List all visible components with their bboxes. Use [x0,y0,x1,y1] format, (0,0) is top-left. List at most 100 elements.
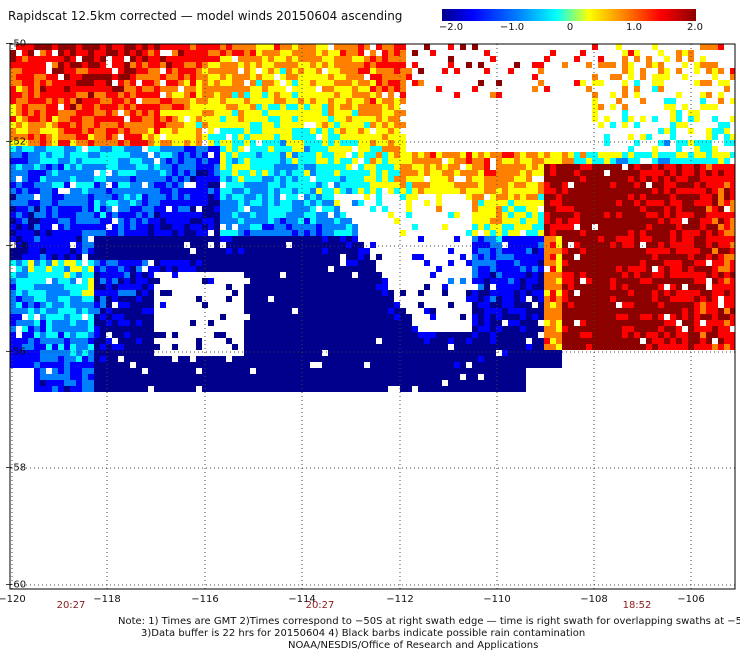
wind-pixel [94,320,100,326]
wind-pixel [148,302,154,308]
wind-pixel [538,194,544,200]
wind-pixel [184,230,190,236]
wind-pixel [46,134,52,140]
wind-pixel [88,92,94,98]
wind-pixel [598,296,604,302]
wind-pixel [466,344,472,350]
wind-pixel [610,200,616,206]
wind-pixel [400,176,406,182]
wind-pixel [532,230,538,236]
wind-pixel [118,332,124,338]
wind-pixel [496,152,502,158]
wind-pixel [394,308,400,314]
wind-pixel [712,314,718,320]
wind-pixel [16,260,22,266]
wind-pixel [232,68,238,74]
wind-pixel [262,188,268,194]
wind-pixel [286,92,292,98]
wind-pixel [652,176,658,182]
wind-pixel [118,224,124,230]
wind-pixel [394,134,400,140]
wind-pixel [262,254,268,260]
wind-pixel [640,206,646,212]
wind-pixel [10,314,16,320]
wind-pixel [232,242,238,248]
wind-pixel [640,68,646,74]
wind-pixel [616,218,622,224]
wind-pixel [208,44,214,50]
wind-pixel [322,98,328,104]
wind-pixel [664,158,670,164]
wind-pixel [274,140,280,146]
wind-pixel [226,260,232,266]
wind-pixel [196,74,202,80]
wind-pixel [346,326,352,332]
wind-pixel [322,242,328,248]
wind-pixel [148,86,154,92]
wind-pixel [106,248,112,254]
wind-pixel [82,356,88,362]
wind-pixel [592,266,598,272]
wind-pixel [568,284,574,290]
wind-pixel [352,266,358,272]
wind-pixel [232,254,238,260]
wind-pixel [244,122,250,128]
wind-pixel [706,176,712,182]
wind-pixel [394,116,400,122]
wind-pixel [394,86,400,92]
wind-pixel [232,212,238,218]
wind-pixel [256,344,262,350]
wind-pixel [208,278,214,284]
wind-pixel [16,212,22,218]
wind-pixel [154,224,160,230]
wind-pixel [22,344,28,350]
wind-pixel [718,206,724,212]
wind-pixel [262,122,268,128]
wind-pixel [622,68,628,74]
wind-pixel [262,86,268,92]
wind-pixel [538,284,544,290]
wind-pixel [112,320,118,326]
wind-pixel [232,164,238,170]
wind-pixel [568,152,574,158]
wind-pixel [70,128,76,134]
wind-pixel [700,104,706,110]
wind-pixel [256,206,262,212]
wind-pixel [64,236,70,242]
wind-pixel [430,308,436,314]
wind-pixel [280,56,286,62]
wind-pixel [136,242,142,248]
wind-pixel [16,152,22,158]
wind-pixel [682,278,688,284]
wind-pixel [388,182,394,188]
wind-pixel [304,320,310,326]
wind-pixel [34,236,40,242]
wind-pixel [322,266,328,272]
wind-pixel [400,62,406,68]
wind-pixel [118,56,124,62]
wind-pixel [226,140,232,146]
wind-pixel [124,260,130,266]
wind-pixel [118,338,124,344]
wind-pixel [484,248,490,254]
wind-pixel [700,248,706,254]
wind-pixel [106,284,112,290]
wind-pixel [346,170,352,176]
wind-pixel [712,164,718,170]
wind-pixel [82,116,88,122]
wind-pixel [88,356,94,362]
wind-pixel [652,194,658,200]
wind-pixel [322,92,328,98]
wind-pixel [340,98,346,104]
wind-pixel [526,362,532,368]
wind-pixel [166,68,172,74]
wind-pixel [184,200,190,206]
wind-pixel [712,200,718,206]
wind-pixel [556,182,562,188]
wind-pixel [64,308,70,314]
wind-pixel [328,134,334,140]
wind-pixel [400,158,406,164]
wind-pixel [322,254,328,260]
wind-pixel [310,182,316,188]
wind-pixel [274,134,280,140]
